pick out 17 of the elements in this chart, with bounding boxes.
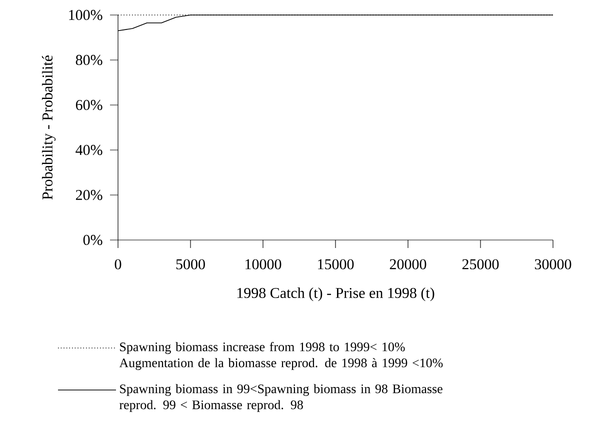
x-tick-label: 30000 [534,259,572,270]
y-tick-label: 60% [76,100,102,110]
x-tick-label: 10000 [246,259,282,270]
x-tick-label: 5000 [176,259,205,270]
x-axis-title: 1998 Catch (t) - Prise en 1998 (t) [237,288,434,302]
y-tick-label: 40% [76,144,102,156]
y-axis-title: Probability - Probabilité [42,56,56,200]
x-tick-label: 15000 [318,259,354,270]
x-tick-label: 20000 [390,259,426,270]
y-tick-label: 0% [83,234,102,246]
legend-label: Spawning biomass in 99<Spawning biomass in 98 Biomasse reprod. 99 < Biomasse reprod. 98 [119,384,442,412]
y-tick-label: 100% [69,10,102,20]
y-tick-label: 20% [76,190,102,200]
x-tick-label: 0 [114,259,122,270]
legend-label: Spawning biomass increase from 1998 to 1999< 10% Augmentation de la biomasse reprod. de 1998 à 1999 <10% [119,342,443,370]
x-tick-label: 25000 [462,259,499,270]
y-tick-label: 80% [76,54,102,66]
